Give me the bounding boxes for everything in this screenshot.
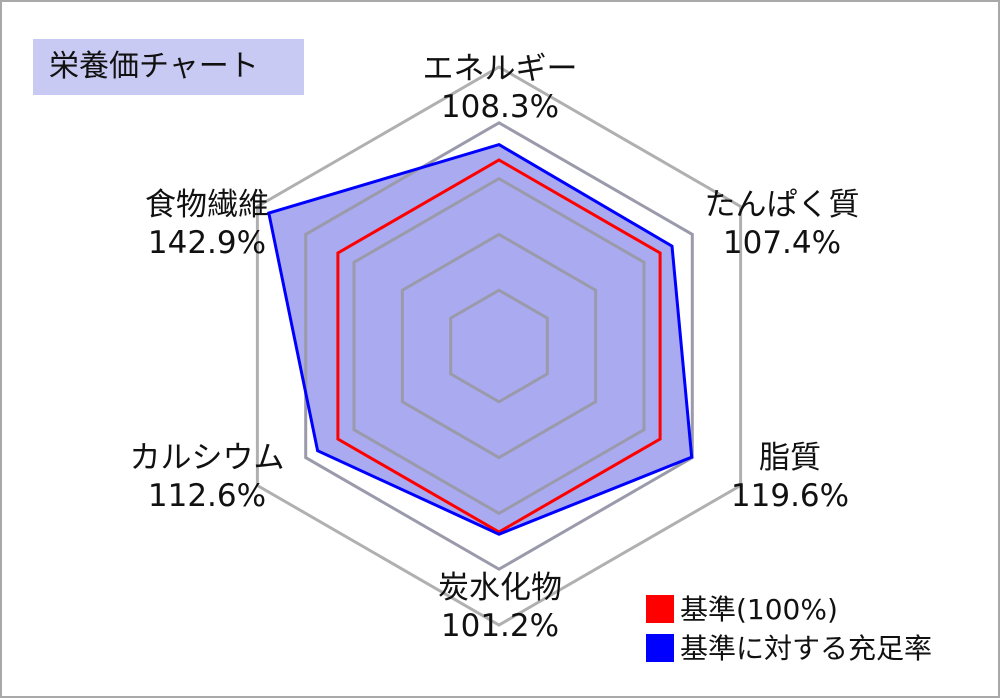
- fulfillment-area: [268, 144, 692, 535]
- baseline-series-line: [336, 158, 662, 534]
- grid-ring-4: [304, 121, 694, 571]
- fulfillment-series-line: [267, 142, 694, 536]
- axis-name-calcium: カルシウム: [129, 440, 285, 476]
- axis-label-calcium: カルシウム 112.6%: [130, 439, 285, 515]
- legend-label-baseline: 基準(100%): [680, 593, 838, 626]
- axis-name-fiber: 食物繊維: [145, 187, 269, 223]
- axis-label-fiber: 食物繊維 142.9%: [145, 186, 269, 262]
- legend-item-baseline: 基準(100%): [646, 594, 838, 626]
- grid-ring-1: [449, 288, 549, 404]
- legend-swatch-fulfillment: [646, 634, 674, 662]
- axis-value-fiber: 142.9%: [147, 225, 267, 261]
- axis-name-carbohydrate: 炭水化物: [438, 570, 562, 606]
- legend-swatch-baseline: [646, 595, 674, 623]
- axis-name-energy: エネルギー: [422, 51, 578, 87]
- axis-value-protein: 107.4%: [722, 225, 842, 261]
- legend-label-fulfillment: 基準に対する充足率: [680, 632, 933, 665]
- grid-ring-5: [255, 65, 743, 627]
- axis-label-fat: 脂質 119.6%: [731, 439, 849, 515]
- axis-value-energy: 108.3%: [440, 89, 560, 125]
- axis-label-energy: エネルギー 108.3%: [423, 50, 578, 126]
- chart-title: 栄養価チャート: [33, 39, 304, 95]
- axis-name-fat: 脂質: [758, 440, 821, 476]
- grid-ring-3: [352, 176, 646, 516]
- legend-item-fulfillment: 基準に対する充足率: [646, 633, 932, 665]
- axis-label-carbohydrate: 炭水化物 101.2%: [438, 569, 562, 645]
- axis-name-protein: たんぱく質: [704, 187, 860, 223]
- axis-value-carbohydrate: 101.2%: [440, 608, 560, 644]
- axis-label-protein: たんぱく質 107.4%: [705, 186, 860, 262]
- axis-value-calcium: 112.6%: [147, 478, 267, 514]
- axis-value-fat: 119.6%: [730, 478, 850, 514]
- grid-ring-2: [400, 232, 598, 460]
